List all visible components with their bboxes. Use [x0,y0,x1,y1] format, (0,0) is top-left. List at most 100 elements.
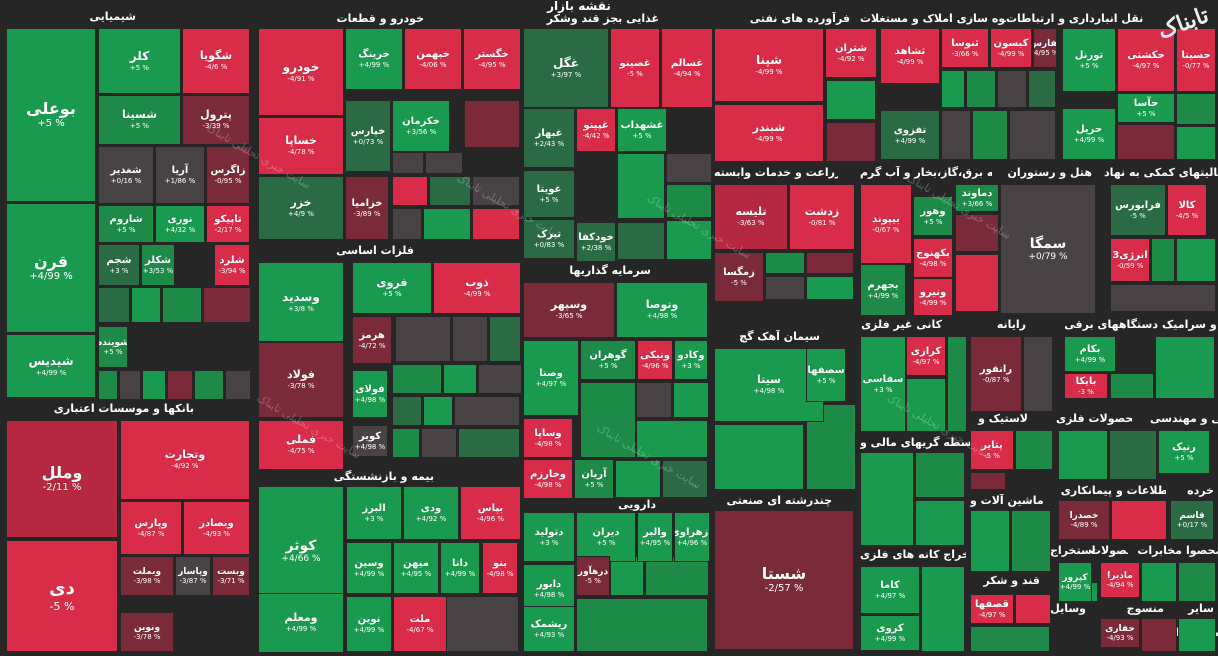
stock-tile[interactable] [167,370,193,400]
stock-tile[interactable] [666,153,712,183]
stock-tile[interactable] [941,110,971,160]
stock-tile[interactable] [966,70,996,108]
stock-tile[interactable] [119,370,141,400]
stock-tile[interactable] [98,287,130,323]
stock-tile[interactable]: وخارزم -4/98 % [523,459,573,499]
stock-tile[interactable]: غگل +3/97 % [523,28,609,108]
stock-tile[interactable] [1117,124,1175,160]
stock-tile[interactable]: وپاسار -3/87 % [175,556,211,596]
stock-tile[interactable]: بنو -4/98 % [482,542,518,594]
stock-tile[interactable]: وتوصا +4/98 % [616,282,708,338]
stock-tile[interactable] [1178,562,1216,602]
stock-tile[interactable] [765,276,805,300]
stock-tile[interactable]: تبرک +0/83 % [523,219,575,259]
stock-tile[interactable]: زمگسا -5 % [714,252,764,302]
stock-tile[interactable] [1110,373,1154,399]
stock-tile[interactable] [970,626,1050,652]
stock-tile[interactable] [826,122,876,162]
stock-tile[interactable]: رانفور -0/87 % [970,336,1022,412]
stock-tile[interactable]: شغدیر +0/16 % [98,146,154,204]
stock-tile[interactable] [617,222,665,260]
stock-tile[interactable] [947,336,967,432]
stock-tile[interactable] [1176,93,1216,125]
stock-tile[interactable]: کالا -4/5 % [1167,184,1207,236]
stock-tile[interactable]: آریان +5 % [574,459,614,499]
stock-tile[interactable]: خودرو -4/91 % [258,28,344,116]
stock-tile[interactable] [617,153,665,219]
stock-tile[interactable]: شکلر +3/53 % [141,244,175,286]
stock-tile[interactable]: پترول -3/39 % [182,95,250,145]
stock-tile[interactable]: ثشاهد -4/99 % [880,28,940,84]
stock-tile[interactable] [1015,430,1053,470]
stock-tile[interactable] [714,424,804,490]
stock-tile[interactable] [636,420,708,458]
stock-tile[interactable] [392,396,422,426]
stock-tile[interactable]: بایکا -3 % [1064,373,1108,399]
stock-tile[interactable] [1141,562,1177,602]
stock-tile[interactable]: قاسم +0/17 % [1170,500,1214,540]
stock-tile[interactable]: حآسا +5 % [1117,93,1175,123]
stock-tile[interactable]: انرژی3 -0/59 % [1110,238,1150,282]
stock-tile[interactable] [423,208,471,240]
stock-tile[interactable]: کپرور +4/99 % [1058,562,1092,602]
stock-tile[interactable]: کاما +4/97 % [860,566,920,614]
stock-tile[interactable] [636,382,672,418]
stock-tile[interactable] [997,70,1027,108]
stock-tile[interactable]: ثنوسا -3/66 % [941,28,989,68]
stock-tile[interactable] [478,364,522,394]
stock-tile[interactable]: وملل -2/11 % [6,420,118,538]
stock-tile[interactable] [392,428,420,458]
stock-tile[interactable]: خگستر -4/95 % [463,28,521,90]
stock-tile[interactable]: والبر +4/95 % [637,512,673,562]
stock-tile[interactable] [765,252,805,274]
stock-tile[interactable]: زدشت -0/81 % [789,184,855,250]
stock-tile[interactable]: ونوین -3/78 % [120,612,174,652]
stock-tile[interactable]: قصفها -4/97 % [970,594,1014,624]
stock-tile[interactable]: دی -5 % [6,540,118,652]
stock-tile[interactable] [1058,430,1108,480]
stock-tile[interactable]: سمگا +0/79 % [1000,184,1096,314]
stock-tile[interactable]: شستا -2/57 % [714,510,854,650]
stock-tile[interactable]: حریل +4/99 % [1062,108,1116,160]
stock-tile[interactable]: ریشمک +4/93 % [523,606,575,652]
stock-tile[interactable]: سفاسی +3 % [860,336,906,432]
stock-tile[interactable] [1178,618,1216,652]
stock-tile[interactable] [1151,238,1175,282]
stock-tile[interactable] [1141,618,1177,652]
stock-tile[interactable] [955,254,999,312]
stock-tile[interactable] [955,214,999,252]
stock-tile[interactable]: تلیسه -3/63 % [714,184,788,250]
stock-tile[interactable]: حفاری -4/93 % [1100,618,1140,648]
stock-tile[interactable] [392,364,442,394]
stock-tile[interactable]: غسالم -4/94 % [661,28,713,108]
stock-tile[interactable]: خزر +4/9 % [258,176,344,240]
stock-tile[interactable]: حسینا -0/77 % [1176,28,1216,92]
stock-tile[interactable] [576,598,708,652]
stock-tile[interactable] [941,70,965,108]
stock-tile[interactable] [1009,110,1056,160]
stock-tile[interactable]: بیپوند -0/67 % [860,184,912,264]
stock-tile[interactable] [1176,238,1216,282]
stock-tile[interactable]: فروی +5 % [352,262,432,314]
stock-tile[interactable]: میهن +4/95 % [393,542,439,594]
stock-tile[interactable] [472,208,520,240]
stock-tile[interactable]: خکرمان +3/56 % [392,100,450,152]
stock-tile[interactable]: وبملت -3/98 % [120,556,174,596]
stock-tile[interactable] [970,510,1010,572]
stock-tile[interactable] [464,100,520,148]
stock-tile[interactable]: شبندر -4/99 % [714,104,824,162]
stock-tile[interactable]: دتولید +3 % [523,512,575,562]
stock-tile[interactable] [1011,510,1051,572]
stock-tile[interactable]: شتران -4/92 % [825,28,877,78]
stock-tile[interactable] [1111,500,1167,540]
stock-tile[interactable] [454,396,520,426]
stock-tile[interactable] [1015,594,1051,624]
stock-tile[interactable] [1110,284,1216,312]
stock-tile[interactable]: کرازی -4/97 % [906,336,946,376]
stock-tile[interactable]: شجم +3 % [98,244,140,286]
stock-tile[interactable]: سصفها +5 % [806,348,846,402]
stock-tile[interactable] [392,152,424,174]
stock-tile[interactable] [142,370,166,400]
stock-tile[interactable] [421,428,457,458]
stock-tile[interactable]: شگویا -4/6 % [182,28,250,94]
